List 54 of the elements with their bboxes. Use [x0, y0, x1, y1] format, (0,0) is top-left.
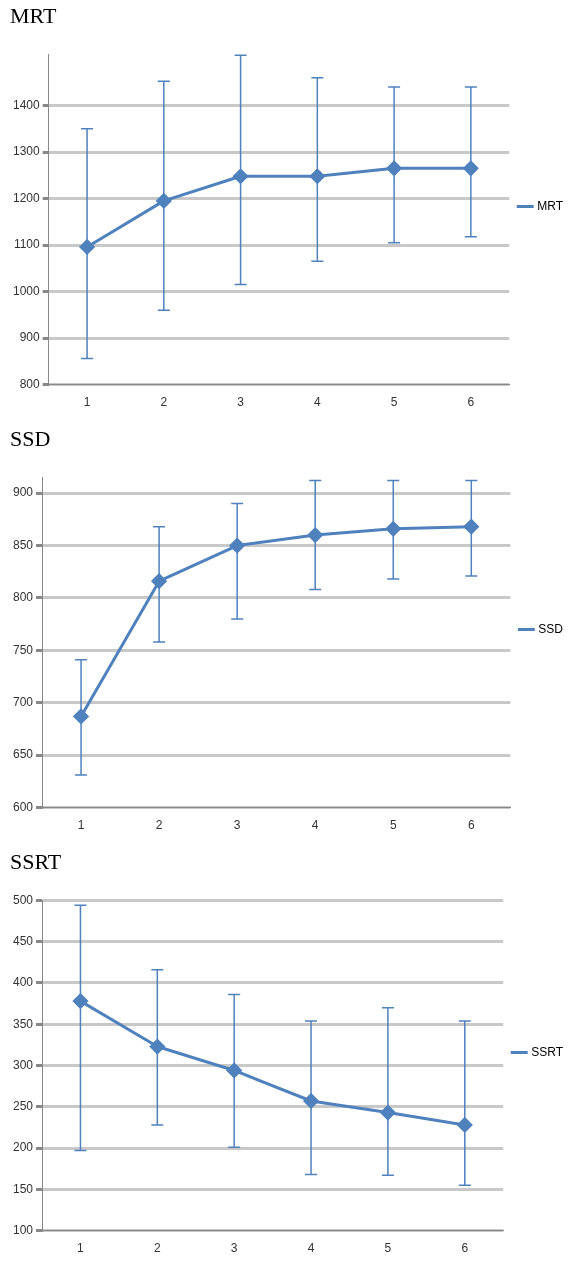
- chart-title: SSD: [10, 425, 51, 451]
- y-tick-label: 300: [12, 1057, 34, 1072]
- y-tick-label: 1400: [12, 97, 41, 112]
- y-tick-label: 150: [12, 1181, 34, 1196]
- y-tick-label: 900: [19, 330, 41, 345]
- point: [72, 993, 88, 1009]
- y-tick-label: 850: [12, 537, 34, 552]
- y-tick-label: 750: [12, 642, 34, 657]
- y-tick-label: 1100: [13, 237, 41, 252]
- x-tick-label: 2: [155, 818, 163, 833]
- y-tick-label: 650: [12, 747, 34, 762]
- x-tick-label: 4: [307, 1241, 315, 1256]
- y-tick-label: 450: [12, 933, 34, 948]
- point: [149, 1039, 165, 1055]
- point: [309, 168, 325, 184]
- chart-title: SSRT: [10, 848, 62, 874]
- y-tick-label: 250: [12, 1099, 34, 1114]
- y-tick-label: 350: [12, 1016, 34, 1031]
- x-tick-label: 3: [230, 1241, 238, 1256]
- y-tick-label: 500: [12, 892, 34, 907]
- x-tick-label: 5: [390, 395, 398, 410]
- x-tick-label: 4: [313, 395, 321, 410]
- y-tick-label: 1200: [12, 190, 41, 205]
- y-tick-label: 100: [12, 1222, 34, 1237]
- x-tick-label: 1: [83, 395, 91, 410]
- y-tick-label: 1300: [12, 144, 41, 159]
- x-tick-label: 2: [160, 395, 168, 410]
- x-tick-label: 6: [461, 1241, 469, 1256]
- y-tick-label: 800: [12, 590, 34, 605]
- x-tick-label: 6: [467, 818, 475, 833]
- x-tick-label: 1: [77, 818, 85, 833]
- x-tick-label: 4: [311, 818, 319, 833]
- y-tick-label: 600: [12, 799, 34, 814]
- x-tick-label: 6: [467, 395, 475, 410]
- x-tick-label: 3: [233, 818, 241, 833]
- y-tick-label: 800: [19, 376, 41, 391]
- legend-label: SSD: [538, 621, 564, 636]
- point: [463, 519, 479, 535]
- x-tick-label: 5: [384, 1241, 392, 1256]
- legend-label: SSRT: [531, 1044, 564, 1059]
- point: [233, 168, 249, 184]
- x-tick-label: 1: [77, 1241, 85, 1256]
- x-tick-label: 2: [153, 1241, 161, 1256]
- x-tick-label: 3: [237, 395, 245, 410]
- x-tick-label: 5: [389, 818, 397, 833]
- legend-label: MRT: [537, 198, 564, 213]
- chart-title: MRT: [10, 2, 57, 28]
- y-tick-label: 1000: [12, 283, 41, 298]
- y-tick-label: 700: [12, 695, 34, 710]
- y-tick-label: 400: [12, 975, 34, 990]
- point: [303, 1093, 319, 1109]
- point: [385, 521, 401, 537]
- y-tick-label: 200: [12, 1140, 34, 1155]
- y-tick-label: 900: [12, 485, 34, 500]
